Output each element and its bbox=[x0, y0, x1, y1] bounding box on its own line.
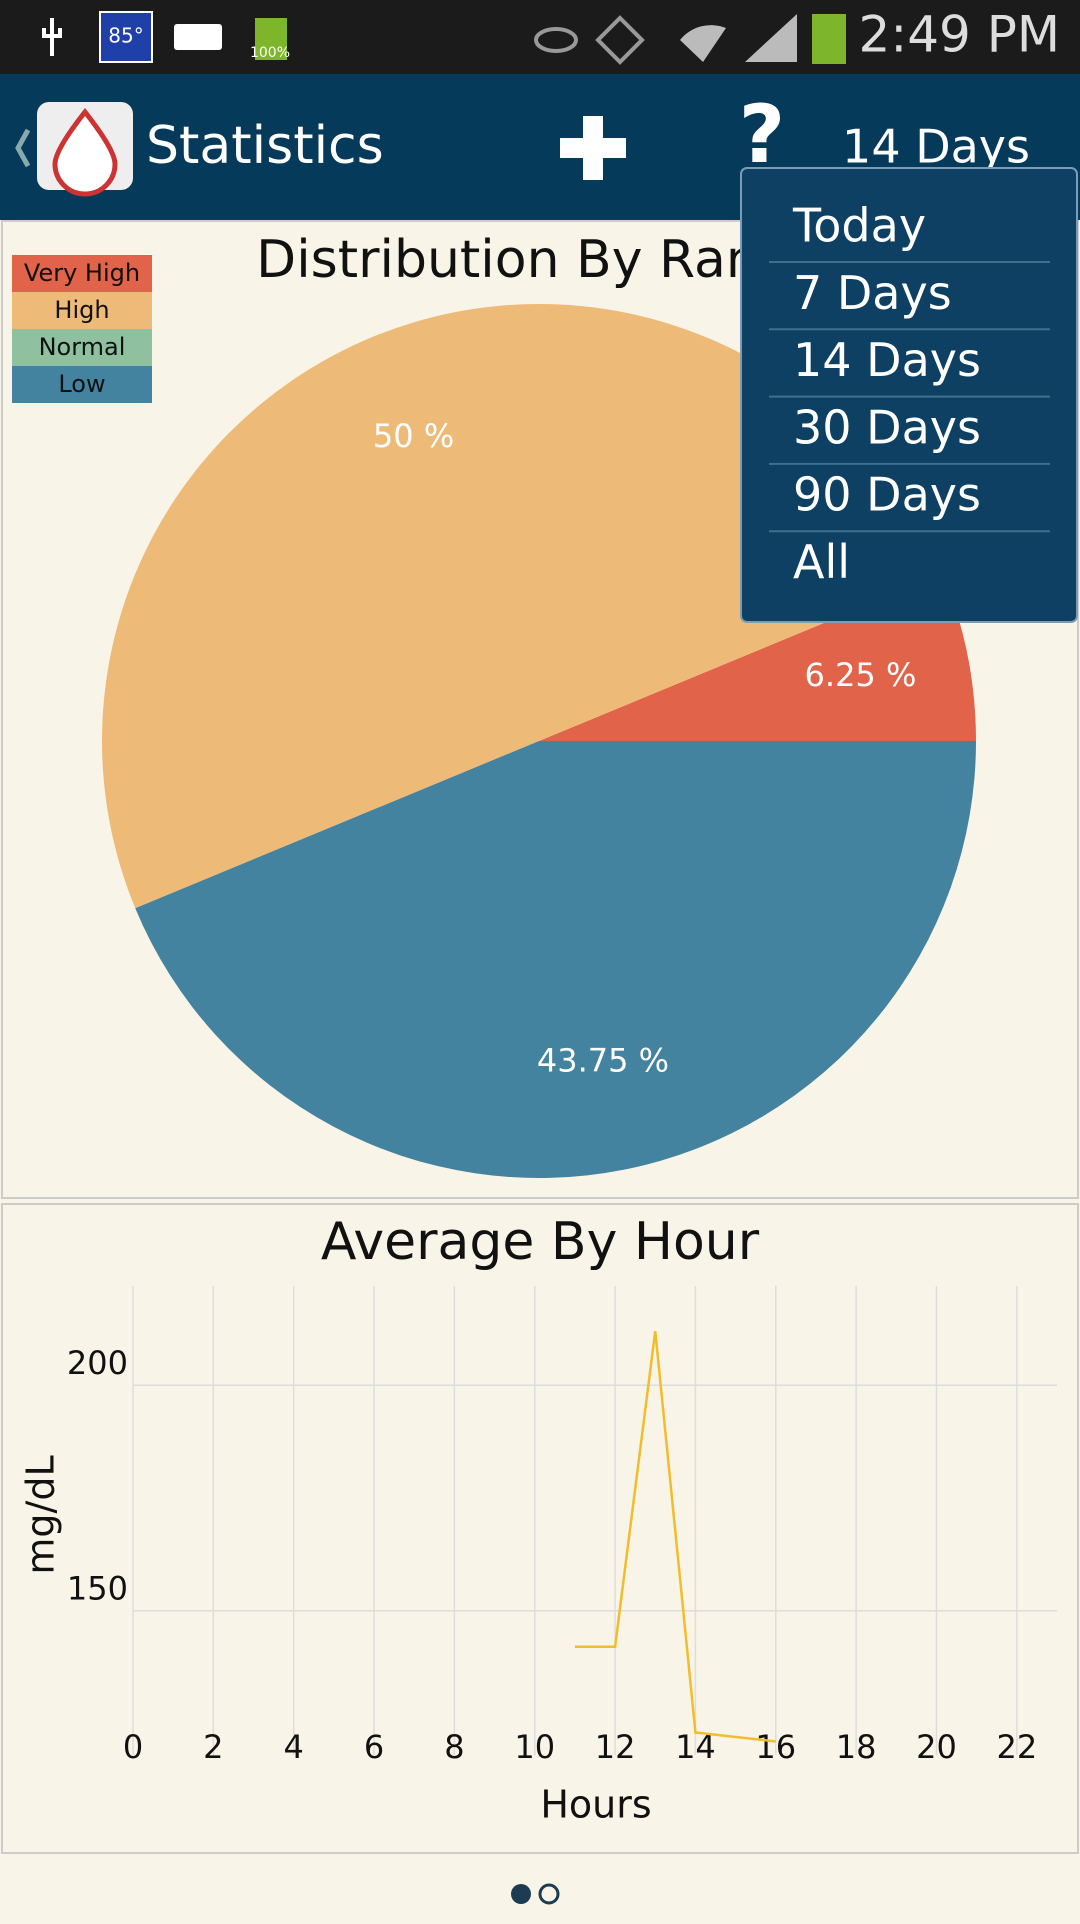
legend-label: Normal bbox=[39, 333, 126, 361]
page-dot-active[interactable] bbox=[511, 1884, 531, 1904]
data-line bbox=[574, 1330, 776, 1743]
app-icon-drop bbox=[52, 107, 118, 197]
back-arrow[interactable] bbox=[15, 128, 31, 168]
menu-item[interactable]: All bbox=[793, 535, 850, 589]
add-button[interactable] bbox=[560, 116, 626, 180]
x-tick-label: 8 bbox=[444, 1728, 464, 1766]
legend-swatch bbox=[12, 366, 152, 403]
line-panel bbox=[1, 1203, 1079, 1854]
x-tick-label: 12 bbox=[595, 1728, 636, 1766]
x-tick-label: 6 bbox=[364, 1728, 384, 1766]
battery-level: 100% bbox=[250, 45, 290, 61]
screen-title: Statistics bbox=[146, 116, 384, 176]
legend-swatch bbox=[12, 255, 152, 292]
menu-item[interactable]: 90 Days bbox=[793, 468, 981, 522]
help-button[interactable]: ? bbox=[739, 88, 785, 181]
menu-item[interactable]: Today bbox=[792, 199, 926, 253]
chart-title: Average By Hour bbox=[321, 1212, 760, 1272]
x-tick-label: 2 bbox=[203, 1728, 223, 1766]
signal-icon bbox=[745, 14, 797, 62]
slice-label: 50 % bbox=[373, 417, 454, 455]
menu-item[interactable]: 30 Days bbox=[793, 400, 981, 454]
legend-label: Very High bbox=[24, 259, 140, 287]
battery-icon-2 bbox=[812, 14, 846, 64]
weather-icon bbox=[99, 11, 153, 63]
y-axis-label: mg/dL bbox=[19, 1455, 63, 1574]
y-tick-label: 200 bbox=[67, 1344, 128, 1382]
x-tick-label: 16 bbox=[755, 1728, 796, 1766]
menu-background bbox=[740, 167, 1078, 623]
pie-slice bbox=[101, 303, 943, 909]
menu-item[interactable]: 7 Days bbox=[793, 266, 952, 320]
legend-label: High bbox=[54, 296, 109, 324]
sync-icon bbox=[595, 15, 645, 65]
x-axis-label: Hours bbox=[540, 1783, 651, 1827]
menu-item[interactable]: 14 Days bbox=[793, 333, 981, 387]
battery-icon bbox=[255, 18, 287, 60]
pie-slice bbox=[135, 741, 976, 1178]
legend-label: Low bbox=[58, 370, 105, 398]
clock: 2:49 PM bbox=[859, 6, 1060, 64]
x-tick-label: 18 bbox=[836, 1728, 877, 1766]
wifi-icon bbox=[680, 25, 726, 62]
charts: Distribution By Range 6.25 % 50 % 43.75 % Ve… bbox=[12, 230, 1057, 1827]
eye-icon bbox=[534, 27, 578, 53]
x-tick-label: 0 bbox=[123, 1728, 143, 1766]
voicemail-icon bbox=[174, 24, 222, 50]
x-tick-label: 22 bbox=[996, 1728, 1037, 1766]
dropdown-menu: Today 7 Days 14 Days 30 Days 90 Days All bbox=[740, 167, 1078, 623]
x-tick-label: 10 bbox=[514, 1728, 555, 1766]
y-tick-label: 150 bbox=[67, 1570, 128, 1608]
slice-label: 6.25 % bbox=[805, 656, 917, 694]
slice-label: 43.75 % bbox=[537, 1041, 669, 1079]
legend-swatch bbox=[12, 292, 152, 329]
usb-icon bbox=[42, 18, 62, 56]
period-spinner[interactable]: 14 Days bbox=[842, 120, 1030, 174]
chart-title: Distribution By Range bbox=[256, 230, 824, 290]
x-tick-label: 4 bbox=[284, 1728, 304, 1766]
x-tick-label: 20 bbox=[916, 1728, 957, 1766]
page-dot[interactable] bbox=[538, 1883, 560, 1905]
temperature: 85° bbox=[108, 24, 143, 48]
legend-swatch bbox=[12, 329, 152, 366]
